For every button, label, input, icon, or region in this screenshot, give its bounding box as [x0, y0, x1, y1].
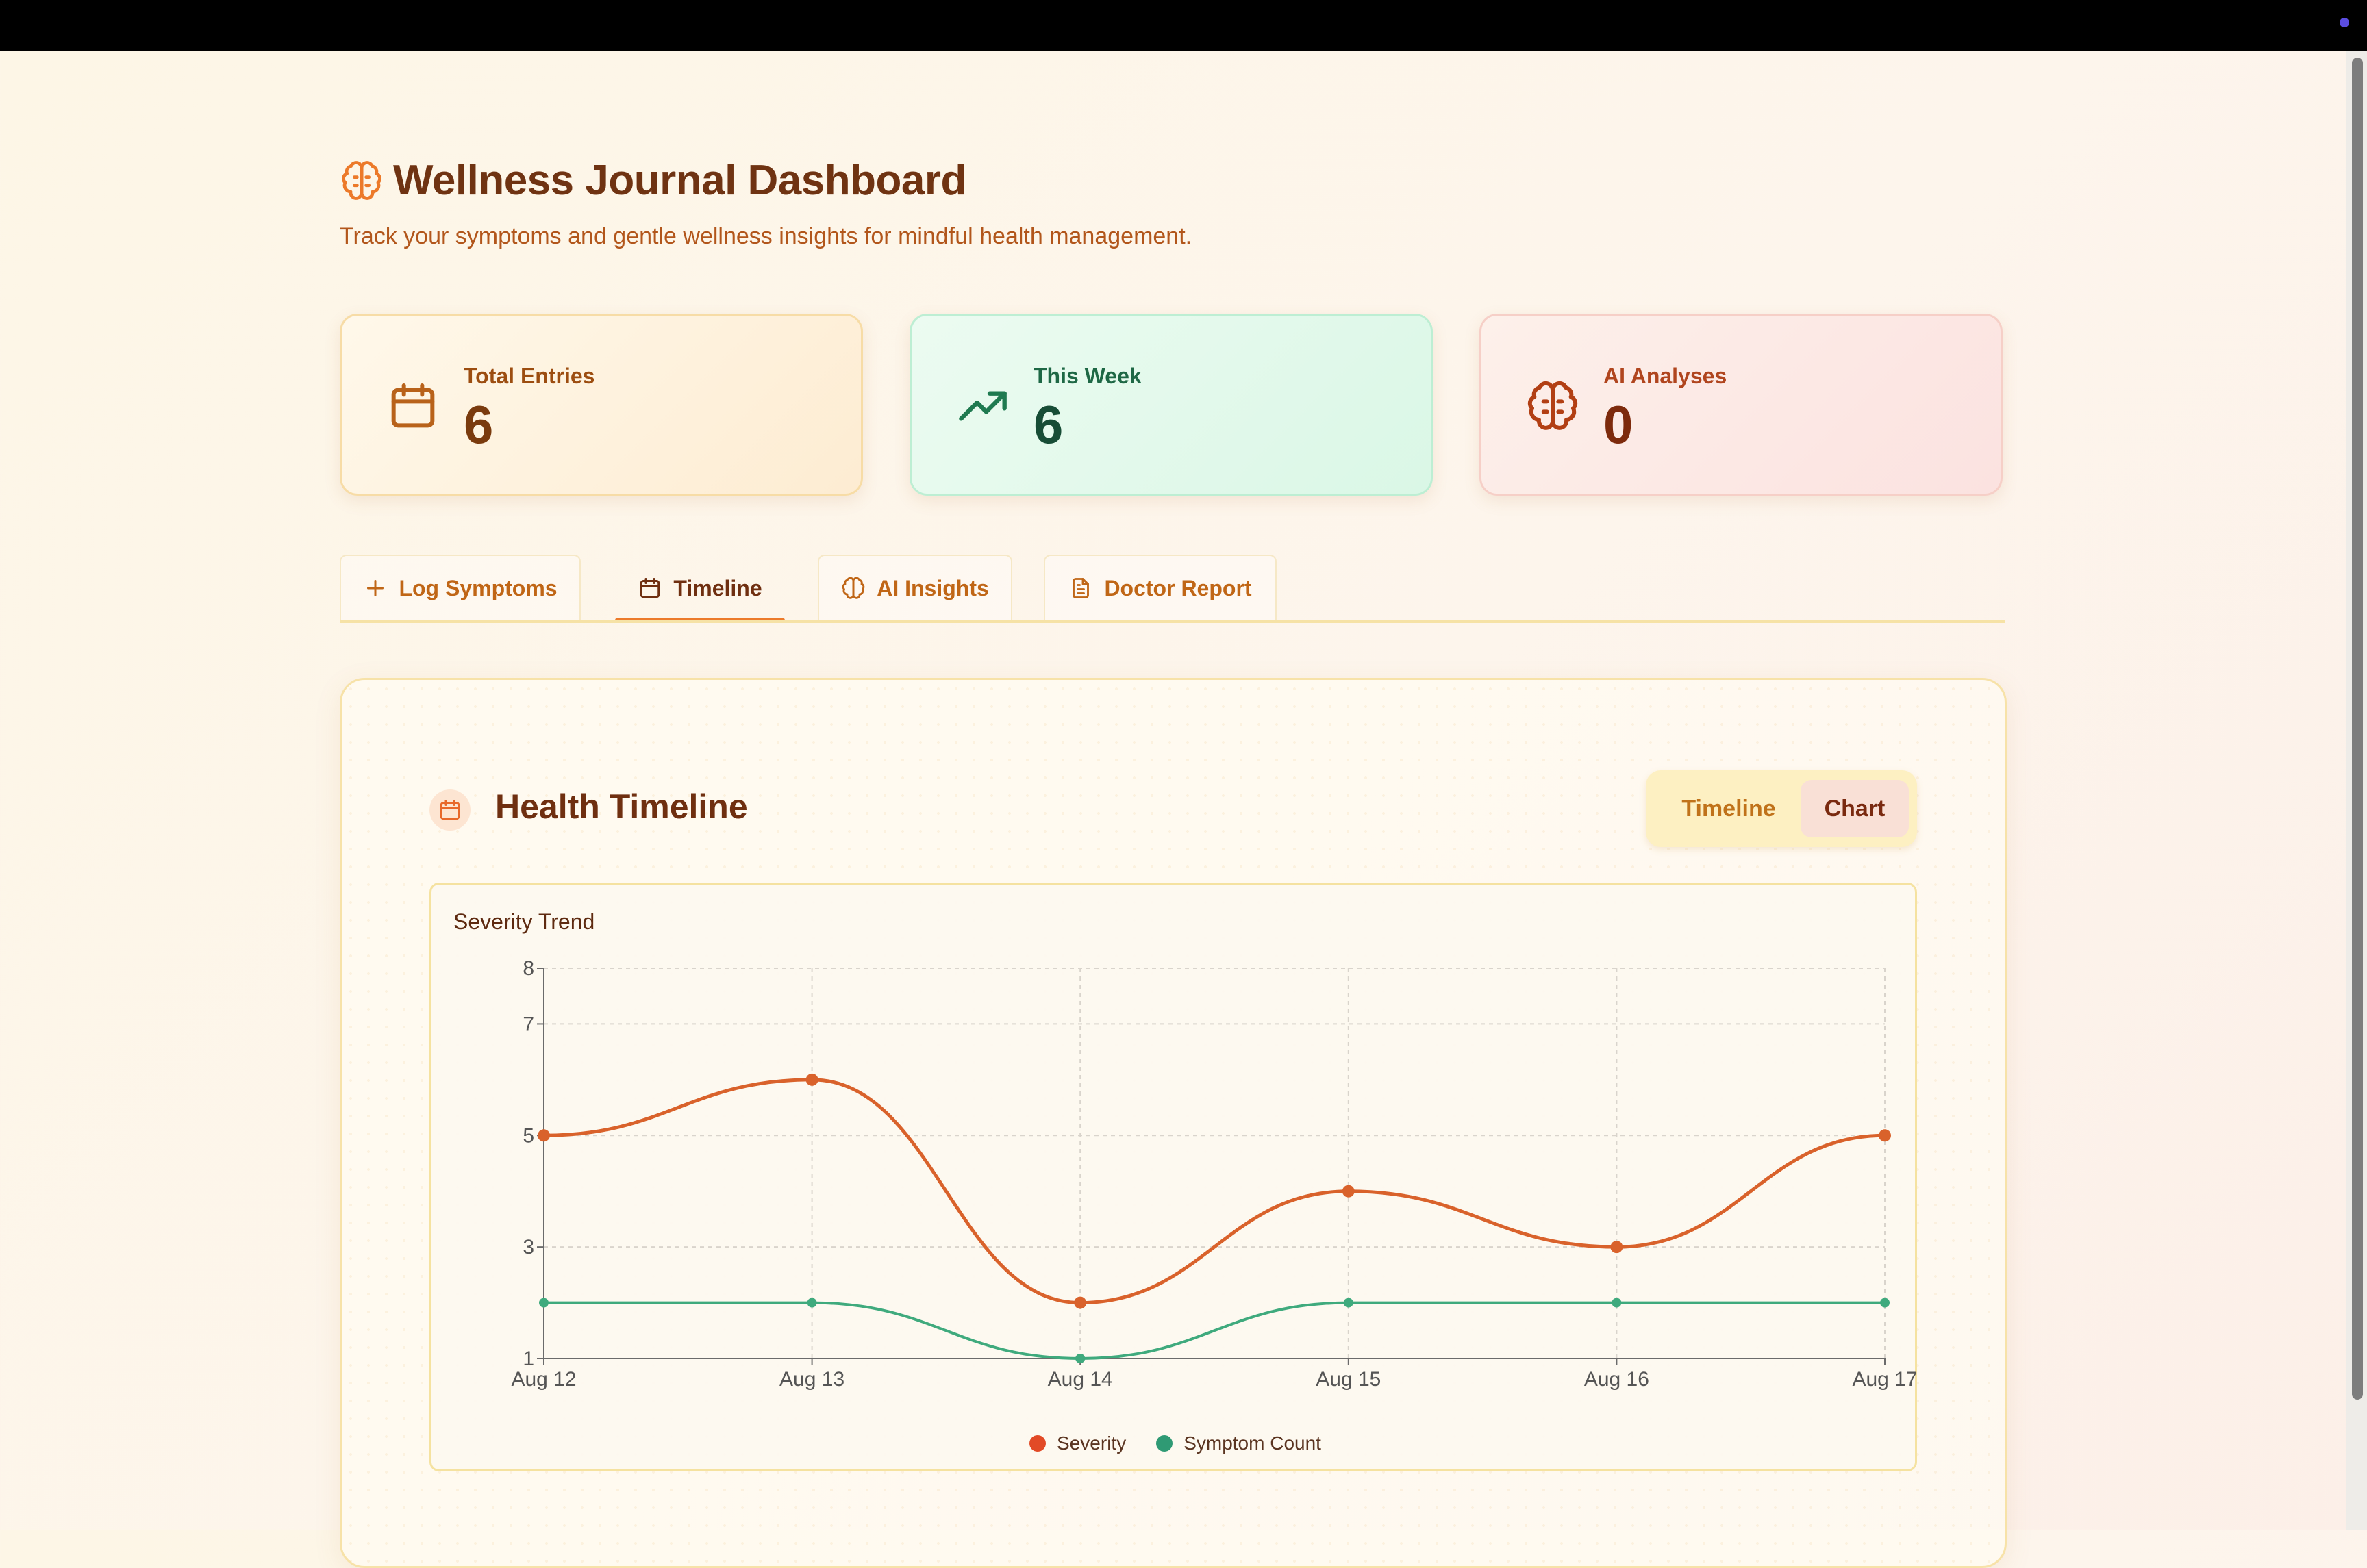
series-line-severity	[543, 1078, 1886, 1305]
page-subtitle: Track your symptoms and gentle wellness …	[340, 223, 1192, 249]
y-tick-label: 7	[523, 1013, 534, 1035]
legend-item: Symptom Count	[1156, 1432, 1321, 1454]
tab-timeline[interactable]: Timeline	[614, 555, 786, 623]
brain-icon	[1527, 381, 1578, 430]
tabs-divider	[340, 620, 2005, 623]
x-tick-label: Aug 17	[1852, 1368, 1917, 1391]
data-point-severity	[805, 1073, 818, 1086]
stat-card-this-week: This Week 6	[910, 314, 1433, 496]
tab-label: AI Insights	[877, 575, 989, 600]
legend-swatch	[1156, 1435, 1173, 1452]
calendar-icon	[440, 800, 460, 820]
series-line-symptom-count	[544, 1301, 1885, 1361]
brain-icon	[342, 160, 381, 200]
view-toggle: Timeline Chart	[1646, 770, 1917, 847]
data-point-severity	[538, 1129, 550, 1142]
x-tick-label: Aug 16	[1584, 1368, 1649, 1391]
stat-label: This Week	[1034, 364, 1142, 388]
data-point-severity	[1342, 1185, 1355, 1198]
stat-label: AI Analyses	[1603, 364, 1727, 388]
document-icon	[1073, 578, 1090, 598]
data-point-symptom-count	[1075, 1354, 1086, 1363]
data-point-symptom-count	[1343, 1298, 1353, 1308]
health-timeline-panel: Health Timeline Timeline Chart Severity …	[340, 678, 2007, 1568]
data-point-severity	[1610, 1241, 1623, 1254]
trending-up-icon	[959, 391, 1007, 421]
calendar-icon	[640, 578, 660, 598]
toggle-timeline-button[interactable]: Timeline	[1681, 795, 1776, 822]
x-tick-label: Aug 13	[779, 1368, 844, 1391]
stat-card-ai-analyses: AI Analyses 0	[1479, 314, 2003, 496]
severity-trend-chart: Severity Trend 1 3 5 7 8 Aug 12 Aug 13 Aug 14 Au…	[429, 883, 1919, 1471]
legend-swatch	[1029, 1435, 1047, 1452]
plus-icon	[367, 580, 384, 596]
calendar-icon	[391, 383, 435, 428]
stat-value: 0	[1603, 394, 1633, 455]
toggle-chart-button[interactable]: Chart	[1801, 780, 1909, 837]
scrollbar-thumb[interactable]	[2352, 58, 2363, 1400]
scrollbar[interactable]	[2346, 51, 2367, 1530]
chart-title: Severity Trend	[453, 909, 595, 934]
tab-doctor-report[interactable]: Doctor Report	[1044, 555, 1277, 620]
tab-label: Log Symptoms	[399, 575, 558, 600]
page-title: Wellness Journal Dashboard	[393, 157, 966, 204]
data-point-symptom-count	[1612, 1298, 1622, 1308]
data-point-severity	[1879, 1129, 1891, 1142]
panel-title: Health Timeline	[495, 787, 748, 826]
tab-log-symptoms[interactable]: Log Symptoms	[340, 555, 581, 620]
tab-label: Doctor Report	[1104, 575, 1252, 600]
stat-card-total-entries: Total Entries 6	[340, 314, 863, 496]
status-dot	[2340, 18, 2349, 27]
y-tick-label: 5	[523, 1124, 534, 1147]
calendar-icon-badge	[429, 789, 471, 831]
y-tick-label: 8	[523, 957, 534, 980]
legend-label: Severity	[1057, 1432, 1127, 1454]
x-tick-label: Aug 12	[511, 1368, 576, 1391]
stat-label: Total Entries	[464, 364, 595, 388]
tab-ai-insights[interactable]: AI Insights	[818, 555, 1012, 620]
legend-item: Severity	[1029, 1432, 1126, 1454]
tab-label: Timeline	[673, 575, 762, 600]
chart-legend: Severity Symptom Count	[431, 1432, 1919, 1454]
legend-label: Symptom Count	[1184, 1432, 1321, 1454]
y-tick-label: 3	[523, 1236, 534, 1259]
chart-plot: 1 3 5 7 8 Aug 12 Aug 13 Aug 14 Aug 15 Aug 16 Aug 1…	[511, 957, 1917, 1391]
stat-value: 6	[1034, 394, 1064, 455]
data-point-severity	[1074, 1296, 1087, 1309]
x-tick-label: Aug 14	[1048, 1368, 1113, 1391]
data-point-symptom-count	[1880, 1298, 1890, 1308]
y-tick-label: 1	[523, 1348, 534, 1370]
brain-icon	[842, 577, 865, 599]
data-point-symptom-count	[539, 1298, 549, 1308]
data-point-symptom-count	[807, 1298, 817, 1308]
x-tick-label: Aug 15	[1316, 1368, 1381, 1391]
stat-value: 6	[464, 394, 494, 455]
top-bar	[0, 0, 2367, 51]
page-header: Wellness Journal Dashboard	[340, 156, 966, 205]
